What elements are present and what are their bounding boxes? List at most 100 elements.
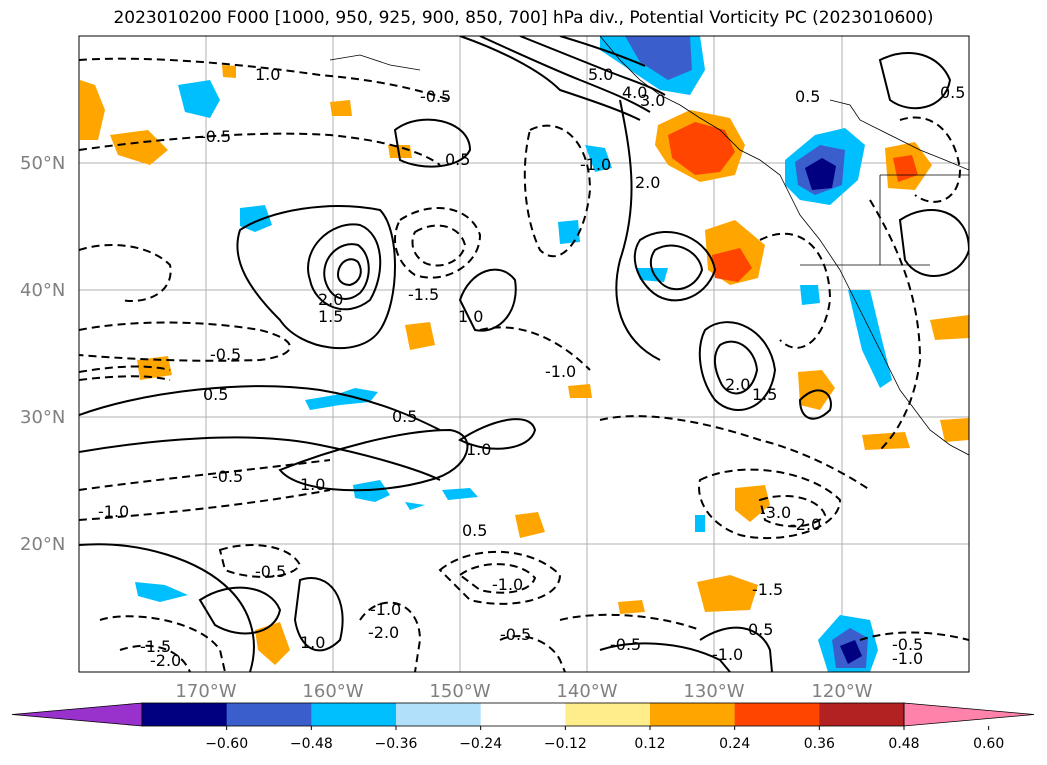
lat-label: 30°N [20, 407, 65, 428]
colorbar-outline [141, 702, 905, 727]
colorbar-tick-label: −0.48 [290, 736, 333, 752]
colorbar-tick-label: 0.24 [719, 736, 750, 752]
contour-line [79, 321, 291, 362]
colorbar-tick-label: −0.60 [205, 736, 248, 752]
contour-line [615, 99, 661, 361]
contour-label: 1.0 [466, 440, 491, 459]
pv-negative-area [405, 502, 425, 510]
pv-positive-area [712, 248, 752, 282]
pv-negative-area [840, 640, 862, 664]
colorbar-segment [226, 703, 312, 726]
contour-labels: 5.0 4.0 3.0 2.0 2.0 1.5 1.0 1.0 1.0 2.0 … [98, 65, 965, 670]
contour-line [336, 258, 362, 287]
pv-positive-area [697, 575, 758, 612]
contour-label: -1.0 [370, 600, 401, 619]
contour-line [878, 51, 952, 110]
contour-line [899, 116, 962, 203]
contour-line [599, 642, 731, 672]
contour-label: -1.5 [140, 637, 171, 656]
colorbar-segment [480, 703, 566, 726]
contour-label: -1.0 [580, 155, 611, 174]
colorbar-tick-label: −0.36 [375, 736, 418, 752]
contour-line [79, 365, 171, 373]
contour-label: -2.0 [368, 623, 399, 642]
contour-line [479, 36, 651, 113]
contour-label: 0.5 [203, 385, 228, 404]
colorbar-segment [650, 703, 736, 726]
coastline [329, 54, 421, 71]
contour-line [99, 615, 226, 672]
pv-positive-area [137, 356, 172, 380]
pv-negative-area [442, 488, 478, 500]
contour-line [869, 199, 922, 451]
colorbar-segment [565, 703, 651, 726]
contour-line [758, 495, 827, 528]
contour-label: 1.0 [300, 475, 325, 494]
contour-line [698, 321, 777, 411]
pv-positive-area [618, 600, 645, 614]
colorbar-tick-label: 0.60 [973, 736, 1004, 752]
contour-label: -0.5 [892, 635, 923, 654]
contour-label: -1.0 [98, 502, 129, 521]
contour-label: 1.0 [300, 633, 325, 652]
lon-label: 120°W [811, 681, 872, 702]
longitude-labels: 170°W 160°W 150°W 140°W 130°W 120°W [175, 681, 872, 702]
contour-line [459, 36, 641, 121]
pv-positive-area [110, 130, 168, 165]
pv-negative-area [800, 285, 820, 305]
contour-line [79, 385, 441, 431]
pv-negative-area [848, 290, 892, 388]
contour-line [633, 230, 717, 302]
contour-line [119, 644, 191, 672]
contour-line [79, 132, 441, 166]
contour-line [698, 468, 842, 539]
contour-label: -1.0 [892, 649, 923, 668]
pv-positive-area [405, 322, 435, 350]
contour-label: 4.0 [622, 83, 647, 102]
contour-line [438, 550, 562, 605]
contour-label: 1.0 [458, 307, 483, 326]
contour-label: -0.5 [500, 625, 531, 644]
lon-label: 150°W [429, 681, 490, 702]
contour-line [79, 244, 172, 302]
colorbar-segment [396, 703, 482, 726]
contour-line [411, 224, 467, 267]
coastline [599, 36, 969, 456]
colorbar-tick-label: −0.24 [459, 736, 502, 752]
pv-negative-area [695, 515, 705, 532]
lon-label: 170°W [175, 681, 236, 702]
contour-label: -1.0 [712, 645, 743, 664]
pv-positive-area [222, 65, 236, 78]
colorbar-extend-high [903, 702, 1035, 727]
colorbar-tick-label: 0.12 [634, 736, 665, 752]
contour-line [79, 543, 255, 672]
contour-line [278, 428, 469, 492]
pv-positive-area [568, 384, 592, 398]
contour-label: 0.5 [748, 620, 773, 639]
contour-line [236, 205, 396, 350]
contour-line [79, 459, 331, 491]
contour-line [599, 415, 871, 491]
pv-shading [80, 36, 969, 672]
lon-label: 130°W [683, 681, 744, 702]
contour-label: 5.0 [588, 65, 613, 84]
contour-label: 2.0 [318, 290, 343, 309]
contour-label: -2.0 [150, 651, 181, 670]
colorbar-tick-label: −0.12 [544, 736, 587, 752]
contours-negative [79, 57, 969, 672]
contour-line [499, 635, 566, 672]
contour-line [198, 586, 282, 635]
contour-line [699, 626, 773, 672]
colorbar-extend-low [11, 702, 143, 727]
contour-line [293, 577, 344, 652]
contour-label: 0.5 [795, 87, 820, 106]
contour-label: -0.5 [212, 467, 243, 486]
pv-positive-area [515, 512, 545, 538]
contour-label: 0.5 [392, 407, 417, 426]
contour-label: -1.0 [492, 575, 523, 594]
contour-label: -2.0 [790, 515, 821, 534]
contour-line [714, 340, 759, 395]
contour-label: 2.0 [635, 173, 660, 192]
contour-line [523, 124, 592, 258]
contour-line [393, 118, 472, 168]
